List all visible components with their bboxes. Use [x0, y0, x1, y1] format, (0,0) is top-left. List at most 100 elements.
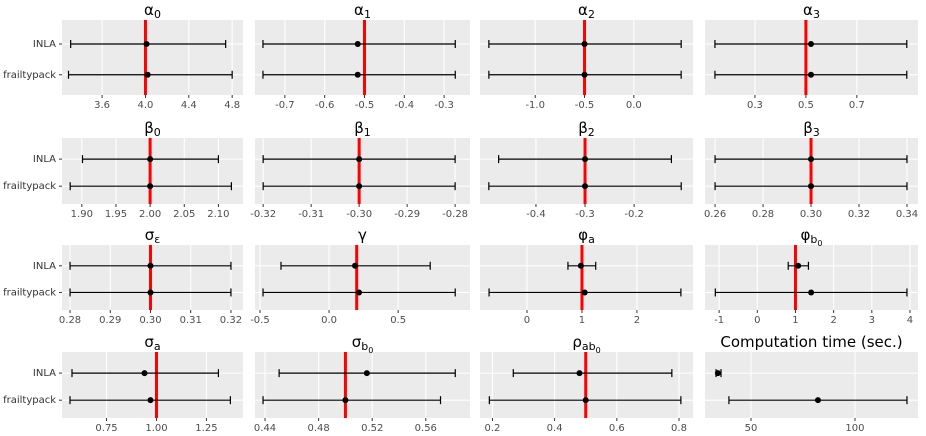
point — [147, 397, 154, 404]
y-tick-label: frailtypack — [3, 395, 56, 406]
title-symbol: φ — [801, 226, 811, 244]
title-subscript: ε — [154, 233, 160, 246]
point — [807, 71, 814, 78]
x-tick-label: 0.31 — [180, 315, 202, 326]
x-tick-label: 2 — [634, 315, 640, 326]
x-tick-label: 1.95 — [105, 209, 127, 220]
panel-title: β0 — [144, 119, 161, 140]
panel-background — [705, 352, 918, 418]
x-tick-label: 2.00 — [139, 209, 161, 220]
panel-background — [62, 20, 243, 95]
point — [147, 156, 154, 163]
x-tick-label: 0 — [754, 315, 760, 326]
x-tick-label: 0.29 — [99, 315, 121, 326]
panel-title: α3 — [803, 1, 820, 22]
x-tick-label: 0.32 — [848, 209, 870, 220]
point — [582, 156, 589, 163]
point — [576, 370, 583, 377]
x-tick-label: 0.8 — [671, 423, 687, 434]
point — [144, 71, 151, 78]
title-subscript: ab — [582, 340, 596, 353]
x-tick-label: 0 — [524, 315, 530, 326]
title-symbol: α — [803, 1, 813, 19]
panel-title: φa — [578, 226, 595, 247]
panel-background — [255, 352, 470, 418]
title-subscript: b — [810, 233, 817, 246]
x-tick-label: -0.4 — [395, 100, 415, 111]
panel-title: Computation time (sec.) — [720, 333, 902, 351]
title-symbol: β — [578, 119, 588, 137]
point — [581, 71, 588, 78]
y-tick-label: INLA — [33, 39, 56, 50]
x-tick-label: 1 — [579, 315, 585, 326]
panel-title: β1 — [354, 119, 371, 140]
panel-background — [480, 245, 693, 310]
x-tick-label: -0.7 — [275, 100, 295, 111]
x-tick-label: -0.32 — [250, 209, 276, 220]
x-tick-label: -0.4 — [526, 209, 546, 220]
title-symbol: β — [354, 119, 364, 137]
title-symbol: γ — [358, 226, 367, 244]
x-tick-label: -0.6 — [315, 100, 335, 111]
x-tick-label: 0.52 — [361, 423, 383, 434]
panel-title: ρab0 — [572, 333, 600, 355]
title-symbol: α — [354, 1, 364, 19]
title-symbol: φ — [578, 226, 588, 244]
x-tick-label: 3 — [869, 315, 875, 326]
point — [795, 262, 802, 269]
point — [814, 397, 821, 404]
panel-title: σa — [144, 333, 160, 354]
x-tick-label: 0.28 — [59, 315, 81, 326]
point — [342, 397, 349, 404]
x-tick-label: 1 — [792, 315, 798, 326]
title-symbol: α — [578, 1, 588, 19]
x-tick-label: 4.0 — [138, 100, 154, 111]
title-symbol: α — [144, 1, 154, 19]
panel-title: α0 — [144, 1, 161, 22]
title-symbol: Computation time (sec.) — [720, 333, 902, 351]
title-subscript: 3 — [813, 126, 820, 139]
title-subscript: a — [154, 340, 161, 353]
panel-background — [255, 138, 470, 204]
point — [147, 289, 154, 296]
title-subscript: a — [588, 233, 595, 246]
point — [141, 370, 148, 377]
panel-title: φb0 — [801, 226, 823, 248]
x-tick-label: 0.0 — [321, 315, 337, 326]
x-tick-label: -1 — [714, 315, 724, 326]
x-tick-label: 4.8 — [224, 100, 240, 111]
title-subscript: 0 — [154, 8, 161, 21]
x-tick-label: 0.5 — [798, 100, 814, 111]
x-tick-label: -0.5 — [575, 100, 595, 111]
panel-background — [62, 138, 243, 204]
point — [808, 156, 815, 163]
point — [577, 262, 584, 269]
point — [147, 262, 154, 269]
panel-title: β3 — [803, 119, 820, 140]
point — [356, 183, 363, 190]
y-tick-label: INLA — [33, 261, 56, 272]
x-tick-label: -0.29 — [394, 209, 420, 220]
x-tick-label: -0.28 — [442, 209, 468, 220]
y-tick-label: frailtypack — [3, 181, 56, 192]
panel-background — [255, 20, 470, 95]
panel-title: σε — [145, 226, 161, 247]
x-tick-label: 4 — [907, 315, 913, 326]
panel-title: γ — [358, 226, 367, 244]
x-tick-label: -0.3 — [575, 209, 595, 220]
panel-background — [255, 245, 470, 310]
title-subscript: 2 — [588, 126, 595, 139]
point — [807, 41, 814, 47]
title-subsubscript: 0 — [817, 239, 822, 248]
point — [808, 183, 815, 190]
x-tick-label: 100 — [845, 423, 864, 434]
x-tick-label: 4.4 — [181, 100, 197, 111]
title-subscript: 0 — [154, 126, 161, 139]
title-subscript: 1 — [364, 126, 371, 139]
x-tick-label: -0.5 — [250, 315, 270, 326]
x-tick-label: 3.6 — [94, 100, 110, 111]
title-subscript: 1 — [364, 8, 371, 21]
x-tick-label: 1.25 — [195, 423, 217, 434]
x-tick-label: 2.05 — [173, 209, 195, 220]
